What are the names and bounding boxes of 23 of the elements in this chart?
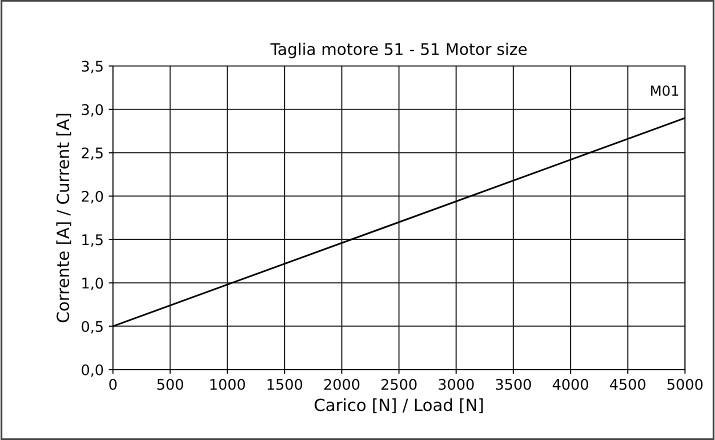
series-label: M01 xyxy=(651,85,678,96)
y-tick-label: 3,5 xyxy=(82,60,103,74)
x-tick-label: 4500 xyxy=(610,378,646,390)
x-tick-label: 2500 xyxy=(381,378,417,390)
y-tick-label: 0,5 xyxy=(82,320,103,334)
x-tick-label: 3000 xyxy=(438,378,474,390)
y-tick-label: 1,0 xyxy=(82,278,103,290)
chart-title: Taglia motore 51 - 51 Motor size xyxy=(270,42,527,58)
y-tick-label: 3,0 xyxy=(82,104,103,117)
y-tick-label: 0,0 xyxy=(82,364,103,377)
x-tick-label: 1000 xyxy=(210,378,245,390)
y-axis-title: Corrente [A] / Current [A] xyxy=(56,114,72,322)
y-tick-label: 2,0 xyxy=(82,190,103,204)
x-tick-label: 4000 xyxy=(552,378,588,390)
x-tick-label: 500 xyxy=(157,378,184,390)
x-tick-label: 3500 xyxy=(496,378,531,390)
x-tick-label: 0 xyxy=(109,378,117,390)
x-tick-label: 5000 xyxy=(668,378,703,390)
x-tick-label: 2000 xyxy=(324,378,360,390)
x-axis-title: Carico [N] / Load [N] xyxy=(314,398,483,414)
x-tick-label: 1500 xyxy=(268,378,302,390)
y-tick-label: 1,5 xyxy=(82,234,103,247)
y-tick-label: 2,5 xyxy=(82,147,103,160)
